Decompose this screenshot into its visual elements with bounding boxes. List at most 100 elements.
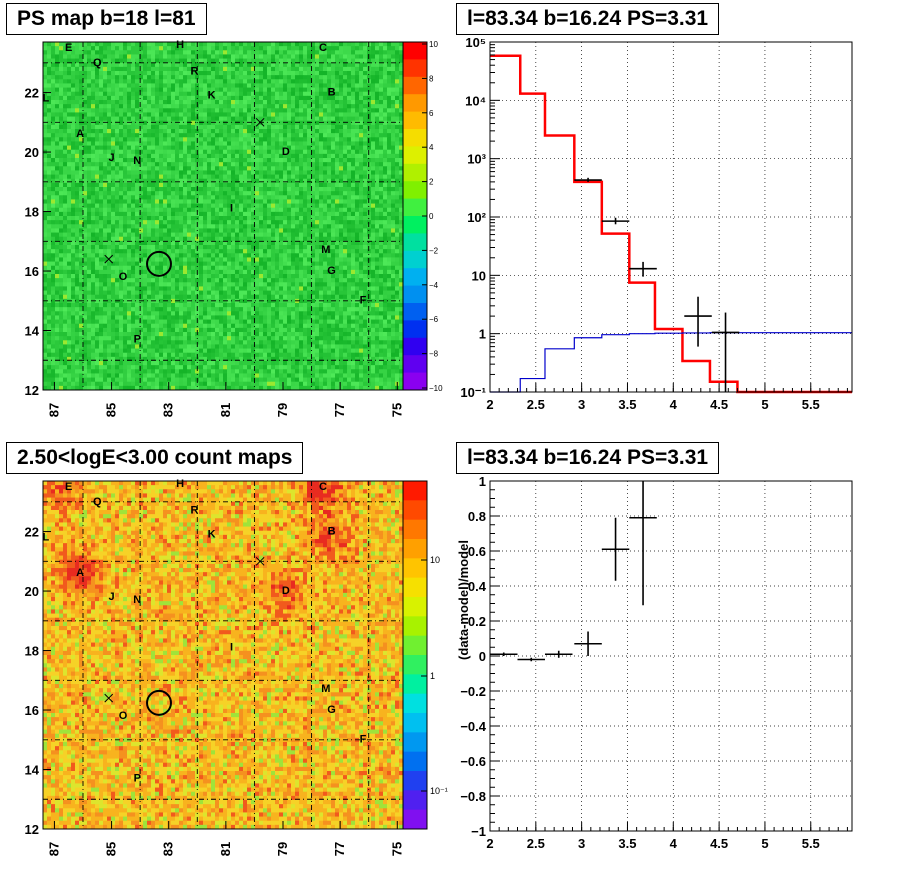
ps-map-pixel [107,129,111,134]
ps-map-pixel [375,183,379,188]
ps-map-pixel [343,204,347,209]
ps-map-pixel [175,133,179,138]
ps-map-pixel [143,162,147,167]
ps-map-pixel [159,170,163,175]
ps-map-pixel [199,162,203,167]
ps-map-pixel [55,179,59,184]
ps-map-pixel [91,150,95,155]
ps-map-pixel [247,92,251,97]
ps-map-pixel [235,100,239,105]
ps-map-pixel [103,46,107,51]
ps-map-pixel [287,183,291,188]
ps-map-pixel [335,216,339,221]
ps-map-pixel [347,141,351,146]
ps-map-pixel [335,154,339,159]
ps-map-pixel [335,121,339,126]
ps-map-pixel [59,137,63,142]
ps-map-pixel [343,137,347,142]
ps-map-pixel [243,237,247,242]
ps-map-pixel [139,245,143,250]
ps-map-pixel [375,67,379,72]
ps-map-pixel [263,158,267,163]
ps-map-pixel [367,162,371,167]
ps-map-pixel [227,166,231,171]
ps-map-pixel [359,204,363,209]
ps-map-pixel [163,112,167,117]
ps-map-pixel [387,92,391,97]
ps-map-pixel [179,195,183,200]
ps-map-pixel [115,100,119,105]
ps-map-pixel [339,237,343,242]
ps-map-pixel [55,54,59,59]
ps-map-pixel [339,208,343,213]
ps-map-pixel [119,67,123,72]
ps-map-pixel [367,154,371,159]
ps-map-pixel [375,162,379,167]
ps-map-pixel [387,253,391,258]
ps-map-pixel [319,88,323,93]
ps-map-pixel [395,208,399,213]
ps-map-pixel [51,137,55,142]
ps-map-pixel [203,208,207,213]
ps-map-pixel [131,104,135,109]
ps-map-pixel [203,266,207,271]
ps-map-pixel [167,191,171,196]
ps-map-pixel [239,195,243,200]
ps-map-pixel [95,228,99,233]
ps-map-pixel [327,141,331,146]
ps-map-pixel [267,266,271,271]
ps-map-pixel [207,141,211,146]
ps-map-pixel [171,75,175,80]
ps-map-pixel [247,121,251,126]
ps-map-pixel [247,50,251,55]
ps-map-pixel [391,257,395,262]
ps-map-pixel [375,170,379,175]
ps-map-pixel [263,249,267,254]
ps-map-pixel [235,220,239,225]
ps-map-pixel [139,262,143,267]
ps-map-pixel [275,212,279,217]
ps-map-pixel [87,104,91,109]
ps-map-pixel [219,125,223,130]
ps-map-pixel [167,175,171,180]
ps-map-pixel [327,121,331,126]
ps-map-pixel [331,133,335,138]
ps-map-pixel [203,133,207,138]
ps-map-pixel [315,117,319,122]
ps-map-pixel [355,112,359,117]
ps-map-pixel [207,253,211,258]
ps-map-pixel [339,96,343,101]
ps-map-pixel [279,108,283,113]
ps-map-pixel [99,158,103,163]
ps-map-pixel [83,187,87,192]
ps-map-pixel [203,204,207,209]
ps-map-pixel [75,187,79,192]
ps-map-pixel [91,154,95,159]
ps-map-pixel [319,228,323,233]
ps-map-pixel [91,100,95,105]
ps-map-pixel [99,262,103,267]
ps-map-pixel [379,125,383,130]
ps-map-pixel [115,233,119,238]
ps-map-pixel [279,121,283,126]
ps-map-pixel [291,79,295,84]
ps-map-pixel [187,266,191,271]
ps-map-pixel [83,237,87,242]
ps-map-pixel [183,257,187,262]
ps-map-pixel [327,237,331,242]
ps-map-pixel [43,245,47,250]
ps-map-pixel [183,191,187,196]
ps-map-pixel [51,191,55,196]
ps-map-pixel [375,216,379,221]
ps-map-pixel [231,179,235,184]
ps-map-pixel [323,191,327,196]
ps-map-pixel [319,204,323,209]
ps-map-pixel [167,195,171,200]
ps-map-pixel [51,42,55,47]
ps-map-pixel [327,54,331,59]
ps-map-pixel [75,162,79,167]
ps-map-pixel [143,112,147,117]
ps-map-pixel [103,270,107,275]
ps-map-pixel [235,224,239,229]
ps-map-pixel [59,245,63,250]
